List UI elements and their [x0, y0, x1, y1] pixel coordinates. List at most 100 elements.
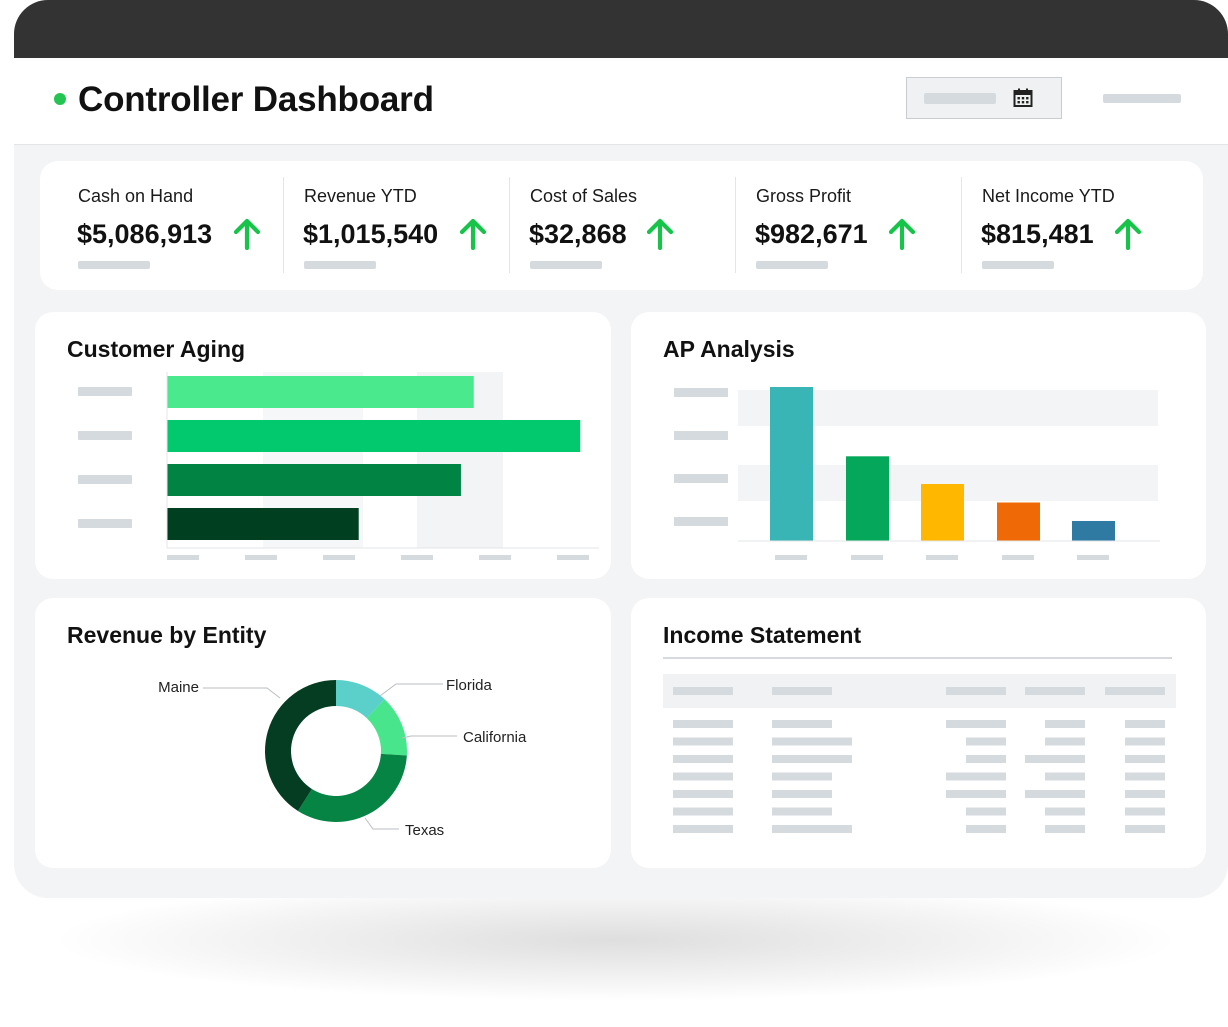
cell-placeholder	[772, 755, 852, 763]
kpi-divider	[735, 177, 736, 273]
panel-title: Customer Aging	[67, 336, 246, 362]
page-title: Controller Dashboard	[78, 80, 434, 119]
status-dot	[54, 93, 66, 105]
kpi-value: $982,671	[755, 219, 868, 249]
ap-analysis-chart	[674, 387, 1160, 560]
bar	[921, 484, 964, 541]
dashboard-window: Controller Dashboard Cash on Hand $5,086…	[14, 0, 1228, 898]
cell-placeholder	[1045, 720, 1085, 728]
cell-placeholder	[1025, 790, 1085, 798]
cell-placeholder	[1045, 772, 1085, 781]
window-top-bar	[14, 0, 1228, 58]
kpi-subtext-placeholder	[304, 261, 376, 269]
cell-placeholder	[1125, 825, 1165, 833]
slice-leader-line	[364, 817, 399, 830]
cell-placeholder	[1045, 737, 1085, 746]
kpi-label: Gross Profit	[756, 186, 852, 206]
kpi-value: $32,868	[529, 219, 627, 249]
date-picker[interactable]	[906, 77, 1062, 119]
kpi-value: $815,481	[981, 219, 1094, 249]
cell-placeholder	[673, 720, 733, 728]
cell-placeholder	[1045, 825, 1085, 833]
cell-placeholder	[1125, 720, 1165, 728]
slice-label: Florida	[446, 677, 493, 694]
revenue-by-entity-panel[interactable]: Revenue by Entity Florida California Texas…	[35, 598, 611, 868]
y-tick-label-placeholder	[674, 431, 728, 440]
donut-slice	[297, 753, 407, 823]
donut-slice	[366, 699, 408, 756]
bar	[1072, 520, 1115, 541]
cell-placeholder	[772, 825, 852, 833]
kpi-cash-on-hand[interactable]: Cash on Hand $5,086,913	[40, 161, 266, 290]
column-header-placeholder	[772, 687, 832, 695]
bar	[167, 420, 581, 452]
header-menu-placeholder[interactable]	[1103, 94, 1181, 103]
slice-leader-line	[379, 683, 443, 697]
slice-leader-line	[203, 687, 281, 699]
arrow-up-icon	[459, 218, 487, 250]
column-header-placeholder	[1105, 687, 1165, 695]
y-tick-label-placeholder	[674, 474, 728, 483]
kpi-subtext-placeholder	[78, 261, 150, 269]
cell-placeholder	[1125, 807, 1165, 816]
category-label-placeholder	[78, 387, 132, 396]
cell-placeholder	[673, 825, 733, 833]
x-tick-label-placeholder	[851, 555, 883, 560]
kpi-divider	[509, 177, 510, 273]
cell-placeholder	[673, 790, 733, 798]
kpi-label: Cash on Hand	[78, 186, 194, 206]
kpi-cost-of-sales[interactable]: Cost of Sales $32,868	[492, 161, 718, 290]
bar	[846, 456, 889, 541]
revenue-by-entity-chart: Florida California Texas Maine	[158, 677, 527, 839]
slice-leader-line	[401, 735, 457, 739]
panel-title: Revenue by Entity	[67, 622, 267, 648]
dashboard-header: Controller Dashboard	[14, 58, 1228, 145]
kpi-net-income-ytd[interactable]: Net Income YTD $815,481	[944, 161, 1170, 290]
cell-placeholder	[673, 807, 733, 816]
cell-placeholder	[1125, 772, 1165, 781]
column-header-placeholder	[673, 687, 733, 695]
y-tick-label-placeholder	[674, 517, 728, 526]
cell-placeholder	[772, 737, 852, 746]
calendar-icon[interactable]	[1013, 88, 1033, 108]
cell-placeholder	[1125, 790, 1165, 798]
kpi-gross-profit[interactable]: Gross Profit $982,671	[718, 161, 944, 290]
kpi-label: Cost of Sales	[530, 186, 638, 206]
cell-placeholder	[673, 772, 733, 781]
category-label-placeholder	[78, 475, 132, 484]
income-statement-panel[interactable]: Income Statement	[631, 598, 1206, 868]
tick-label-placeholder	[323, 555, 355, 560]
arrow-up-icon	[888, 218, 916, 250]
kpi-subtext-placeholder	[756, 261, 828, 269]
kpi-value: $1,015,540	[303, 219, 439, 249]
cell-placeholder	[966, 737, 1006, 746]
x-tick-label-placeholder	[926, 555, 958, 560]
kpi-subtext-placeholder	[982, 261, 1054, 269]
cell-placeholder	[1125, 737, 1165, 746]
bar	[997, 502, 1040, 541]
cell-placeholder	[946, 790, 1006, 798]
bar	[770, 387, 813, 541]
column-header-placeholder	[1025, 687, 1085, 695]
cell-placeholder	[673, 737, 733, 746]
x-tick-label-placeholder	[775, 555, 807, 560]
donut-slice	[336, 680, 385, 719]
kpi-card: Cash on Hand $5,086,913 Revenue YTD $1,0…	[40, 161, 1203, 290]
arrow-up-icon	[1114, 218, 1142, 250]
kpi-subtext-placeholder	[530, 261, 602, 269]
x-tick-label-placeholder	[1077, 555, 1109, 560]
slice-label: Texas	[405, 822, 444, 839]
kpi-revenue-ytd[interactable]: Revenue YTD $1,015,540	[266, 161, 492, 290]
customer-aging-chart	[78, 372, 599, 560]
panel-title: AP Analysis	[663, 336, 795, 362]
kpi-value: $5,086,913	[77, 219, 213, 249]
tick-label-placeholder	[167, 555, 199, 560]
cell-placeholder	[772, 807, 832, 816]
income-statement-table	[663, 657, 1176, 833]
arrow-up-icon	[646, 218, 674, 250]
customer-aging-panel[interactable]: Customer Aging	[35, 312, 611, 579]
x-tick-label-placeholder	[1002, 555, 1034, 560]
kpi-label: Revenue YTD	[304, 186, 417, 206]
device-shadow	[60, 880, 1170, 1000]
ap-analysis-panel[interactable]: AP Analysis	[631, 312, 1206, 579]
